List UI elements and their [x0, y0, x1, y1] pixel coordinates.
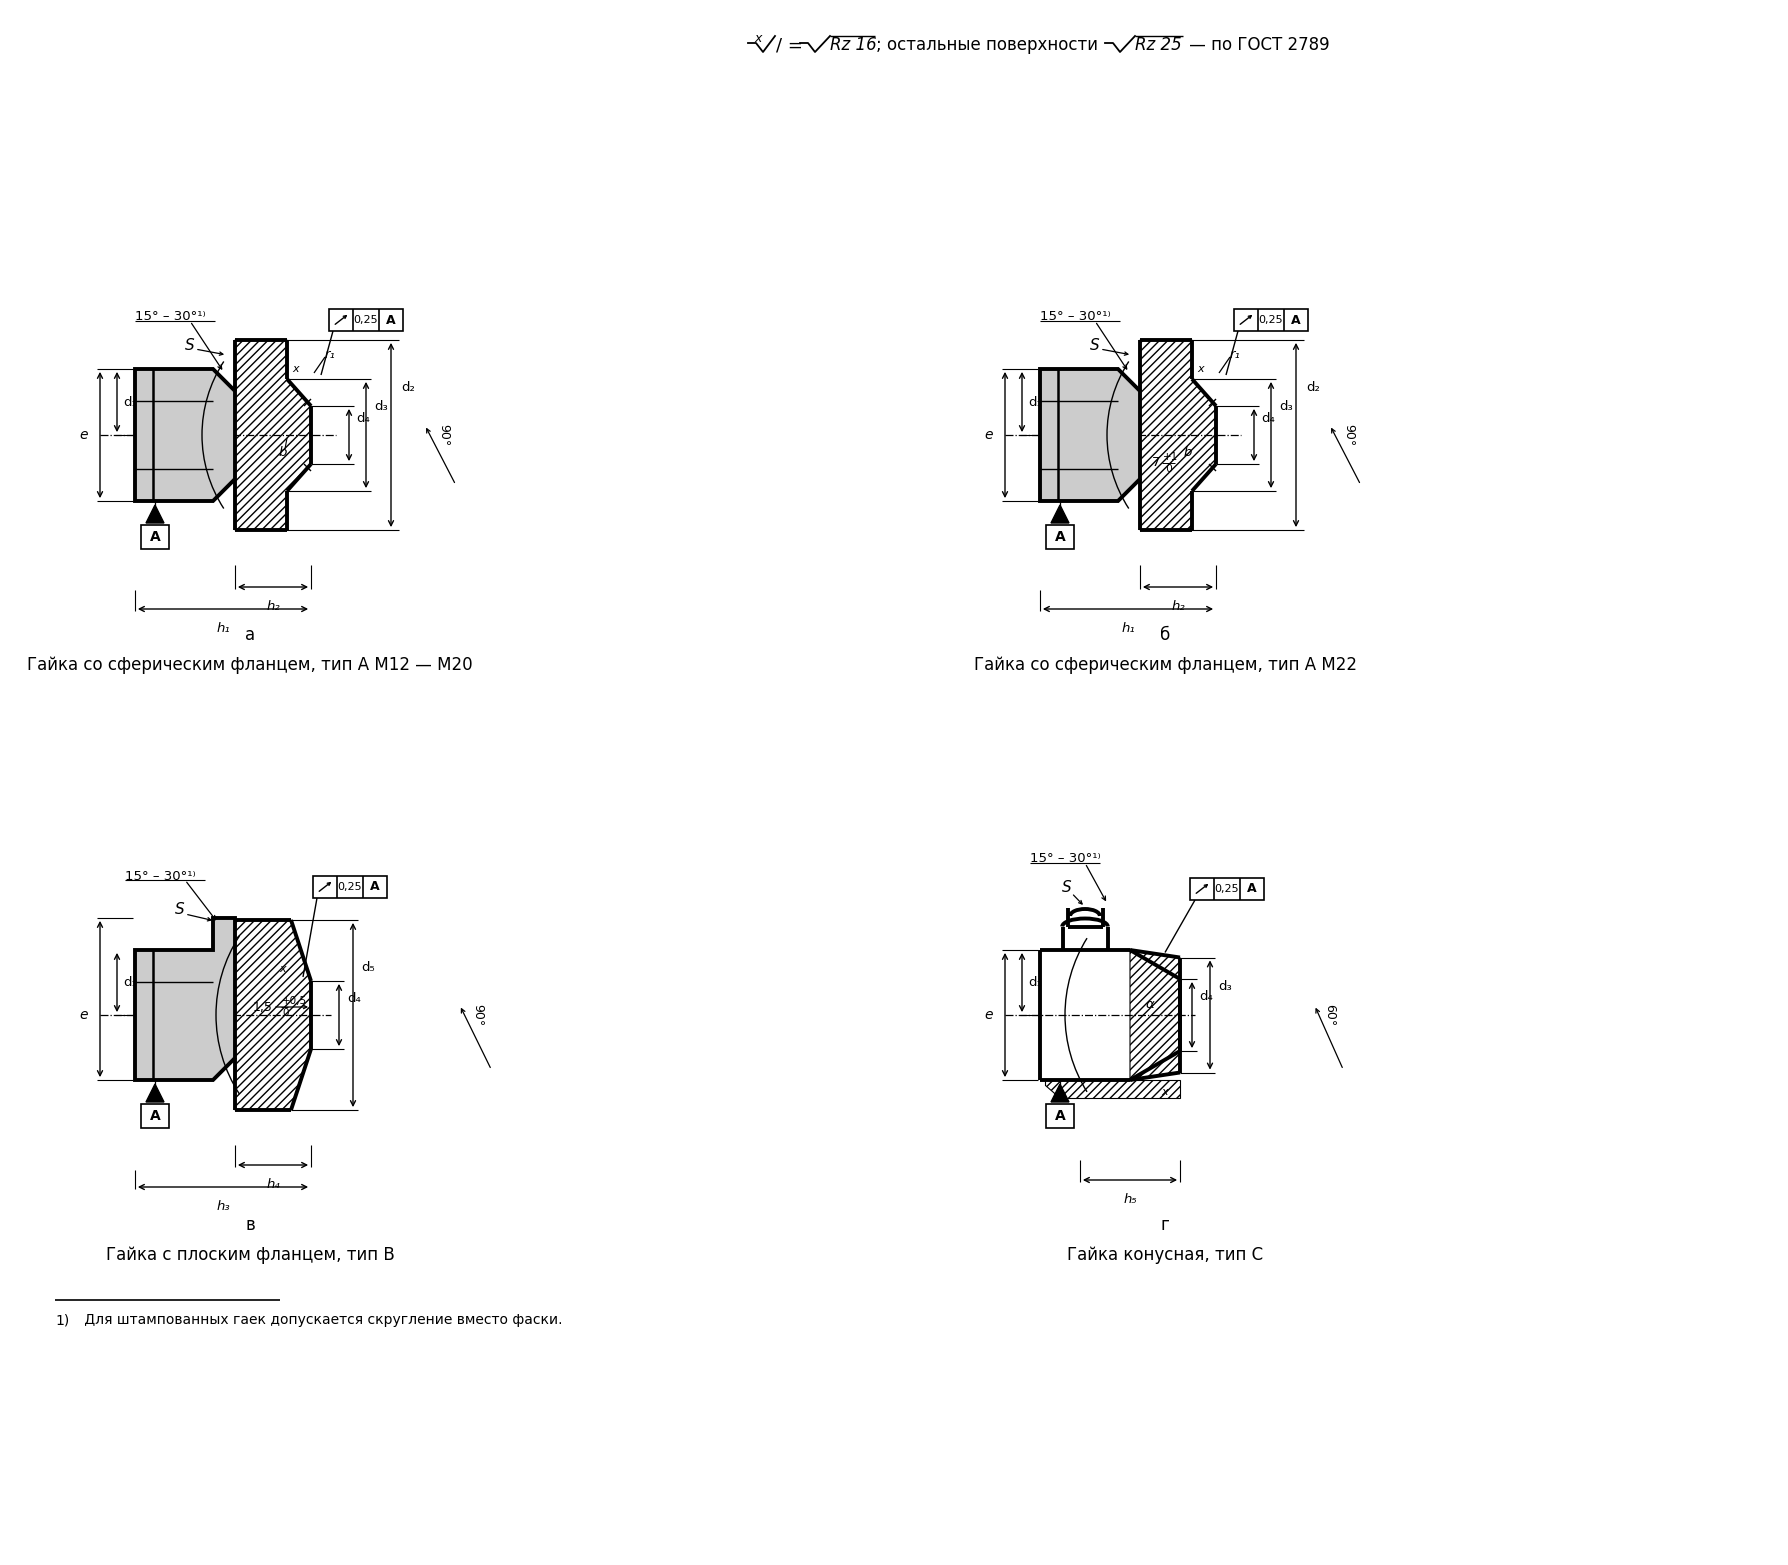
Text: e: e — [79, 427, 88, 441]
Text: Для штампованных гаек допускается скругление вместо фаски.: Для штампованных гаек допускается скругл… — [80, 1313, 563, 1327]
Polygon shape — [136, 369, 234, 501]
Text: 60°: 60° — [1323, 1003, 1336, 1027]
Text: а: а — [245, 626, 256, 645]
Polygon shape — [1041, 369, 1141, 501]
Text: 1): 1) — [55, 1313, 70, 1327]
Text: S: S — [1091, 338, 1100, 352]
Polygon shape — [1051, 1085, 1069, 1102]
Text: 90°: 90° — [472, 1003, 485, 1027]
Text: x: x — [755, 33, 762, 45]
Text: S: S — [1062, 881, 1071, 895]
Text: A: A — [1246, 883, 1257, 895]
Text: A: A — [150, 1110, 161, 1124]
Text: d₃: d₃ — [1218, 980, 1232, 992]
Bar — [313, 876, 386, 898]
Text: 15° – 30°¹⁾: 15° – 30°¹⁾ — [125, 870, 195, 883]
Text: h₁: h₁ — [1121, 621, 1135, 635]
Text: d₁: d₁ — [123, 396, 136, 408]
Text: A: A — [1055, 1110, 1066, 1124]
Text: Гайка конусная, тип С: Гайка конусная, тип С — [1067, 1246, 1262, 1265]
Text: г: г — [1160, 1216, 1169, 1233]
Text: x: x — [291, 365, 299, 374]
Text: d₅: d₅ — [361, 961, 375, 973]
Bar — [141, 1103, 170, 1128]
Text: d₃: d₃ — [374, 401, 388, 413]
Text: d₃: d₃ — [1278, 401, 1293, 413]
Text: h₂: h₂ — [1171, 599, 1185, 613]
Text: h₁: h₁ — [216, 621, 231, 635]
Text: 0,25: 0,25 — [1214, 884, 1239, 894]
Text: x: x — [279, 964, 286, 973]
Text: 7: 7 — [1151, 457, 1160, 470]
Text: d₄: d₄ — [356, 412, 370, 426]
Polygon shape — [1051, 505, 1069, 523]
Text: b: b — [279, 446, 288, 460]
Bar — [1191, 878, 1264, 900]
Text: — по ГОСТ 2789: — по ГОСТ 2789 — [1184, 36, 1330, 55]
Text: d₁: d₁ — [1028, 977, 1042, 989]
Text: r₁: r₁ — [1230, 347, 1241, 360]
Bar — [329, 308, 402, 332]
Text: в: в — [245, 1216, 256, 1233]
Text: 0: 0 — [283, 1008, 288, 1017]
Polygon shape — [147, 505, 164, 523]
Text: d₂: d₂ — [1305, 380, 1320, 394]
Text: h₃: h₃ — [216, 1200, 231, 1213]
Polygon shape — [147, 1085, 164, 1102]
Bar — [1046, 524, 1075, 549]
Text: d₄: d₄ — [1200, 991, 1212, 1003]
Text: 15° – 30°¹⁾: 15° – 30°¹⁾ — [136, 310, 206, 324]
Text: 0,25: 0,25 — [338, 883, 363, 892]
Text: A: A — [386, 313, 395, 327]
Text: Rz 16: Rz 16 — [830, 36, 876, 55]
Text: r₁: r₁ — [325, 347, 336, 360]
Text: d₄: d₄ — [1261, 412, 1275, 426]
Text: A: A — [1055, 531, 1066, 545]
Text: d₄: d₄ — [347, 992, 361, 1005]
Text: Гайка с плоским фланцем, тип В: Гайка с плоским фланцем, тип В — [105, 1246, 395, 1265]
Text: 15° – 30°¹⁾: 15° – 30°¹⁾ — [1041, 310, 1110, 324]
Text: 0,25: 0,25 — [354, 315, 379, 326]
Text: e: e — [79, 1008, 88, 1022]
Polygon shape — [136, 919, 234, 1080]
Text: d₂: d₂ — [401, 380, 415, 394]
Text: S: S — [186, 338, 195, 352]
Text: A: A — [150, 531, 161, 545]
Text: 90°: 90° — [1343, 424, 1355, 446]
Text: Гайка со сферическим фланцем, тип А М22: Гайка со сферическим фланцем, тип А М22 — [973, 656, 1357, 675]
Text: h₅: h₅ — [1123, 1193, 1137, 1207]
Text: h₄: h₄ — [266, 1178, 281, 1191]
Text: α: α — [1146, 998, 1155, 1011]
Text: h₂: h₂ — [266, 599, 281, 613]
Text: / =: / = — [776, 36, 808, 55]
Bar — [1234, 308, 1309, 332]
Text: Гайка со сферическим фланцем, тип А М12 — М20: Гайка со сферическим фланцем, тип А М12 … — [27, 656, 472, 675]
Text: Rz 25: Rz 25 — [1135, 36, 1182, 55]
Text: e: e — [985, 1008, 992, 1022]
Text: x: x — [1196, 365, 1203, 374]
Bar — [1046, 1103, 1075, 1128]
Text: +1: +1 — [1162, 452, 1178, 462]
Text: A: A — [370, 881, 379, 894]
Text: 1,5: 1,5 — [254, 1000, 274, 1014]
Text: б: б — [1160, 626, 1169, 645]
Text: e: e — [985, 427, 992, 441]
Text: 90°: 90° — [436, 424, 451, 446]
Text: A: A — [1291, 313, 1300, 327]
Text: 15° – 30°¹⁾: 15° – 30°¹⁾ — [1030, 851, 1101, 864]
Text: ; остальные поверхности: ; остальные поверхности — [876, 36, 1103, 55]
Text: S: S — [175, 903, 184, 917]
Bar — [141, 524, 170, 549]
Text: +0,5: +0,5 — [283, 995, 308, 1006]
Text: x: x — [1162, 1088, 1168, 1097]
Text: 0,25: 0,25 — [1259, 315, 1284, 326]
Text: d₁: d₁ — [1028, 396, 1042, 408]
Text: b: b — [1184, 446, 1193, 460]
Text: 0: 0 — [1162, 463, 1173, 474]
Text: d₁: d₁ — [123, 977, 136, 989]
